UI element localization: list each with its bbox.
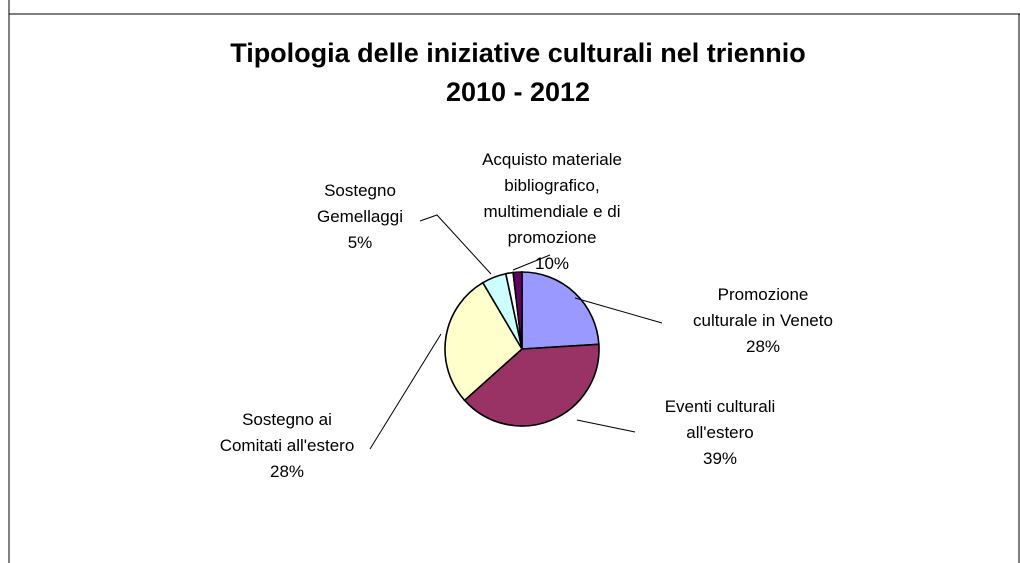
slice-label-5-line-1: bibliografico, <box>504 176 599 195</box>
slice-label-0-line-0: Promozione <box>718 285 809 304</box>
pie-slice-0 <box>521 271 600 350</box>
slice-pct-0: 28% <box>746 337 780 356</box>
leader-line-5 <box>512 254 551 271</box>
slice-label-0-line-1: culturale in Veneto <box>693 311 833 330</box>
slice-pct-5: 10% <box>535 254 569 273</box>
slice-label-2-line-1: Comitati all'estero <box>220 436 355 455</box>
pie-slices <box>444 271 600 427</box>
chart-subtitle: 2010 - 2012 <box>446 77 590 107</box>
chart-title: Tipologia delle iniziative culturali nel… <box>230 38 806 68</box>
leader-lines <box>369 214 663 450</box>
slice-label-5-line-2: multimendiale e di <box>483 202 620 221</box>
slice-labels: Promozione culturale in Veneto 28% Eventi c… <box>220 150 833 481</box>
slice-pct-2: 28% <box>270 462 304 481</box>
slice-label-3-line-1: Gemellaggi <box>317 207 403 226</box>
slice-label-3-line-0: Sostegno <box>324 181 396 200</box>
slice-label-2-line-0: Sostegno ai <box>242 410 332 429</box>
pie-slice-2 <box>444 281 524 402</box>
slice-pct-3: 5% <box>348 233 373 252</box>
slice-label-1-line-1: all'estero <box>686 423 754 442</box>
slice-label-1-line-0: Eventi culturali <box>665 397 776 416</box>
pie-slice-5 <box>512 271 523 350</box>
slice-pct-1: 39% <box>703 449 737 468</box>
leader-line-3 <box>419 214 492 275</box>
pie-slice-1 <box>463 343 600 427</box>
slice-label-5-line-3: promozione <box>508 228 597 247</box>
leader-line-1 <box>576 419 636 433</box>
leader-line-2 <box>369 333 442 450</box>
slice-label-5-line-0: Acquisto materiale <box>482 150 622 169</box>
leader-line-0 <box>574 297 663 324</box>
